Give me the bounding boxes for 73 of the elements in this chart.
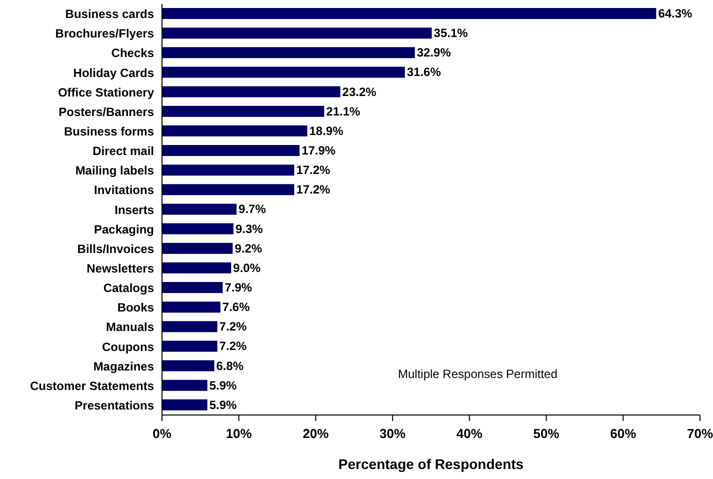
data-label: 64.3%: [658, 6, 693, 20]
data-label: 6.8%: [216, 358, 244, 373]
data-label: 35.1%: [434, 26, 468, 40]
bar: [162, 164, 294, 176]
y-tick-label: Mailing labels: [75, 164, 154, 178]
y-tick-label: Office Stationery: [58, 85, 154, 100]
x-tick-label: 0%: [152, 426, 172, 442]
bar: [162, 47, 415, 58]
data-label: 18.9%: [309, 124, 344, 138]
y-tick-label: Presentations: [74, 398, 154, 412]
y-tick-label: Packaging: [94, 222, 154, 236]
bar: [162, 204, 237, 215]
data-label: 21.1%: [326, 104, 361, 118]
x-tick-label: 30%: [380, 426, 406, 442]
x-tick-label: 40%: [456, 426, 483, 442]
y-tick-label: Direct mail: [92, 144, 154, 158]
bar: [162, 28, 432, 39]
data-label: 5.9%: [209, 378, 238, 392]
bar: [162, 184, 294, 196]
data-label: 31.6%: [406, 65, 442, 80]
x-tick-label: 20%: [302, 426, 330, 442]
data-label: 7.9%: [224, 280, 252, 294]
y-tick-label: Bills/Invoices: [77, 242, 154, 256]
y-tick-label: Inserts: [114, 202, 154, 217]
x-tick-label: 70%: [686, 426, 713, 442]
data-label: 32.9%: [416, 46, 452, 60]
y-tick-label: Business forms: [64, 124, 154, 138]
data-label: 9.7%: [238, 202, 266, 216]
bar: [162, 242, 233, 254]
y-tick-label: Brochures/Flyers: [55, 26, 154, 41]
bar: [162, 321, 218, 332]
data-label: 17.9%: [302, 144, 336, 158]
data-label: 9.2%: [234, 241, 262, 256]
data-label: 9.0%: [233, 260, 261, 275]
annotation: Multiple Responses Permitted: [398, 367, 558, 381]
y-tick-label: Coupons: [102, 340, 154, 354]
bar: [162, 223, 234, 234]
bar: [162, 8, 656, 19]
y-tick-label: Catalogs: [103, 281, 154, 296]
x-axis-title: Percentage of Respondents: [338, 456, 524, 472]
x-tick-label: 50%: [533, 426, 560, 442]
data-label: 9.3%: [235, 222, 264, 236]
y-tick-label: Posters/Banners: [58, 104, 154, 119]
bar: [162, 380, 208, 391]
bar: [162, 302, 220, 313]
bar: [162, 106, 324, 117]
bar: [162, 145, 300, 156]
y-tick-label: Holiday Cards: [73, 66, 154, 80]
data-label: 17.2%: [296, 182, 331, 197]
data-label: 5.9%: [209, 398, 238, 412]
data-label: 23.2%: [342, 84, 377, 99]
bar: [162, 360, 214, 372]
y-tick-label: Customer Statements: [30, 378, 154, 393]
bar: [162, 399, 208, 410]
bar: [162, 282, 223, 293]
bar: [162, 66, 405, 78]
bar: [162, 125, 308, 136]
bar: [162, 340, 218, 352]
y-tick-label: Books: [117, 300, 154, 315]
data-label: 7.2%: [219, 320, 248, 334]
y-tick-label: Newsletters: [86, 261, 154, 276]
x-tick-label: 60%: [610, 426, 637, 442]
y-tick-label: Invitations: [94, 183, 154, 198]
x-tick-label: 10%: [226, 426, 252, 442]
data-label: 17.2%: [296, 163, 331, 178]
data-label: 7.2%: [219, 339, 248, 354]
bar: [162, 262, 232, 274]
bar: [162, 86, 340, 98]
y-tick-label: Manuals: [106, 320, 154, 334]
y-tick-label: Checks: [111, 46, 154, 60]
y-tick-label: Business cards: [65, 7, 154, 22]
data-label: 7.6%: [222, 300, 250, 314]
y-tick-label: Magazines: [93, 359, 154, 374]
